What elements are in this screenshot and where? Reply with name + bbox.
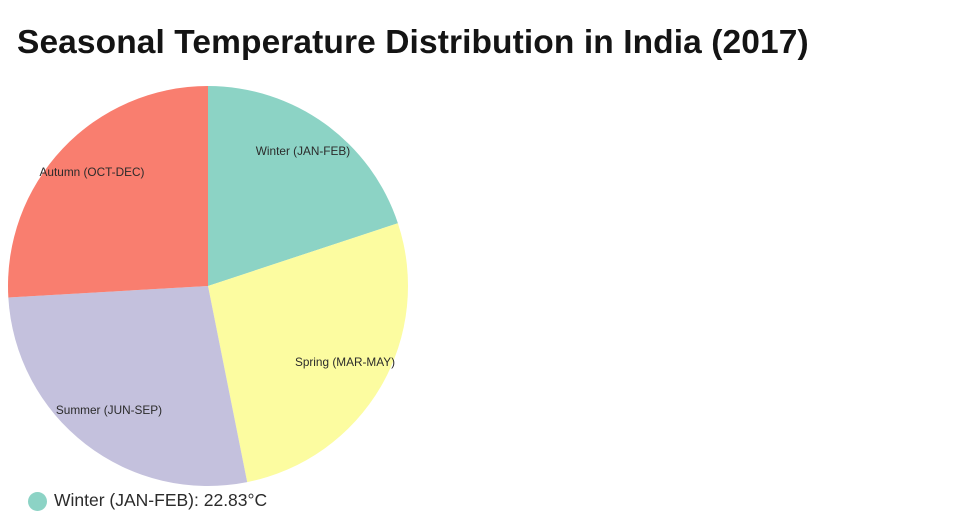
svg-text:Autumn (OCT-DEC): Autumn (OCT-DEC): [40, 165, 145, 179]
svg-text:Summer (JUN-SEP): Summer (JUN-SEP): [56, 403, 162, 417]
svg-text:Winter (JAN-FEB): Winter (JAN-FEB): [256, 144, 350, 158]
svg-text:Spring (MAR-MAY): Spring (MAR-MAY): [295, 355, 395, 369]
